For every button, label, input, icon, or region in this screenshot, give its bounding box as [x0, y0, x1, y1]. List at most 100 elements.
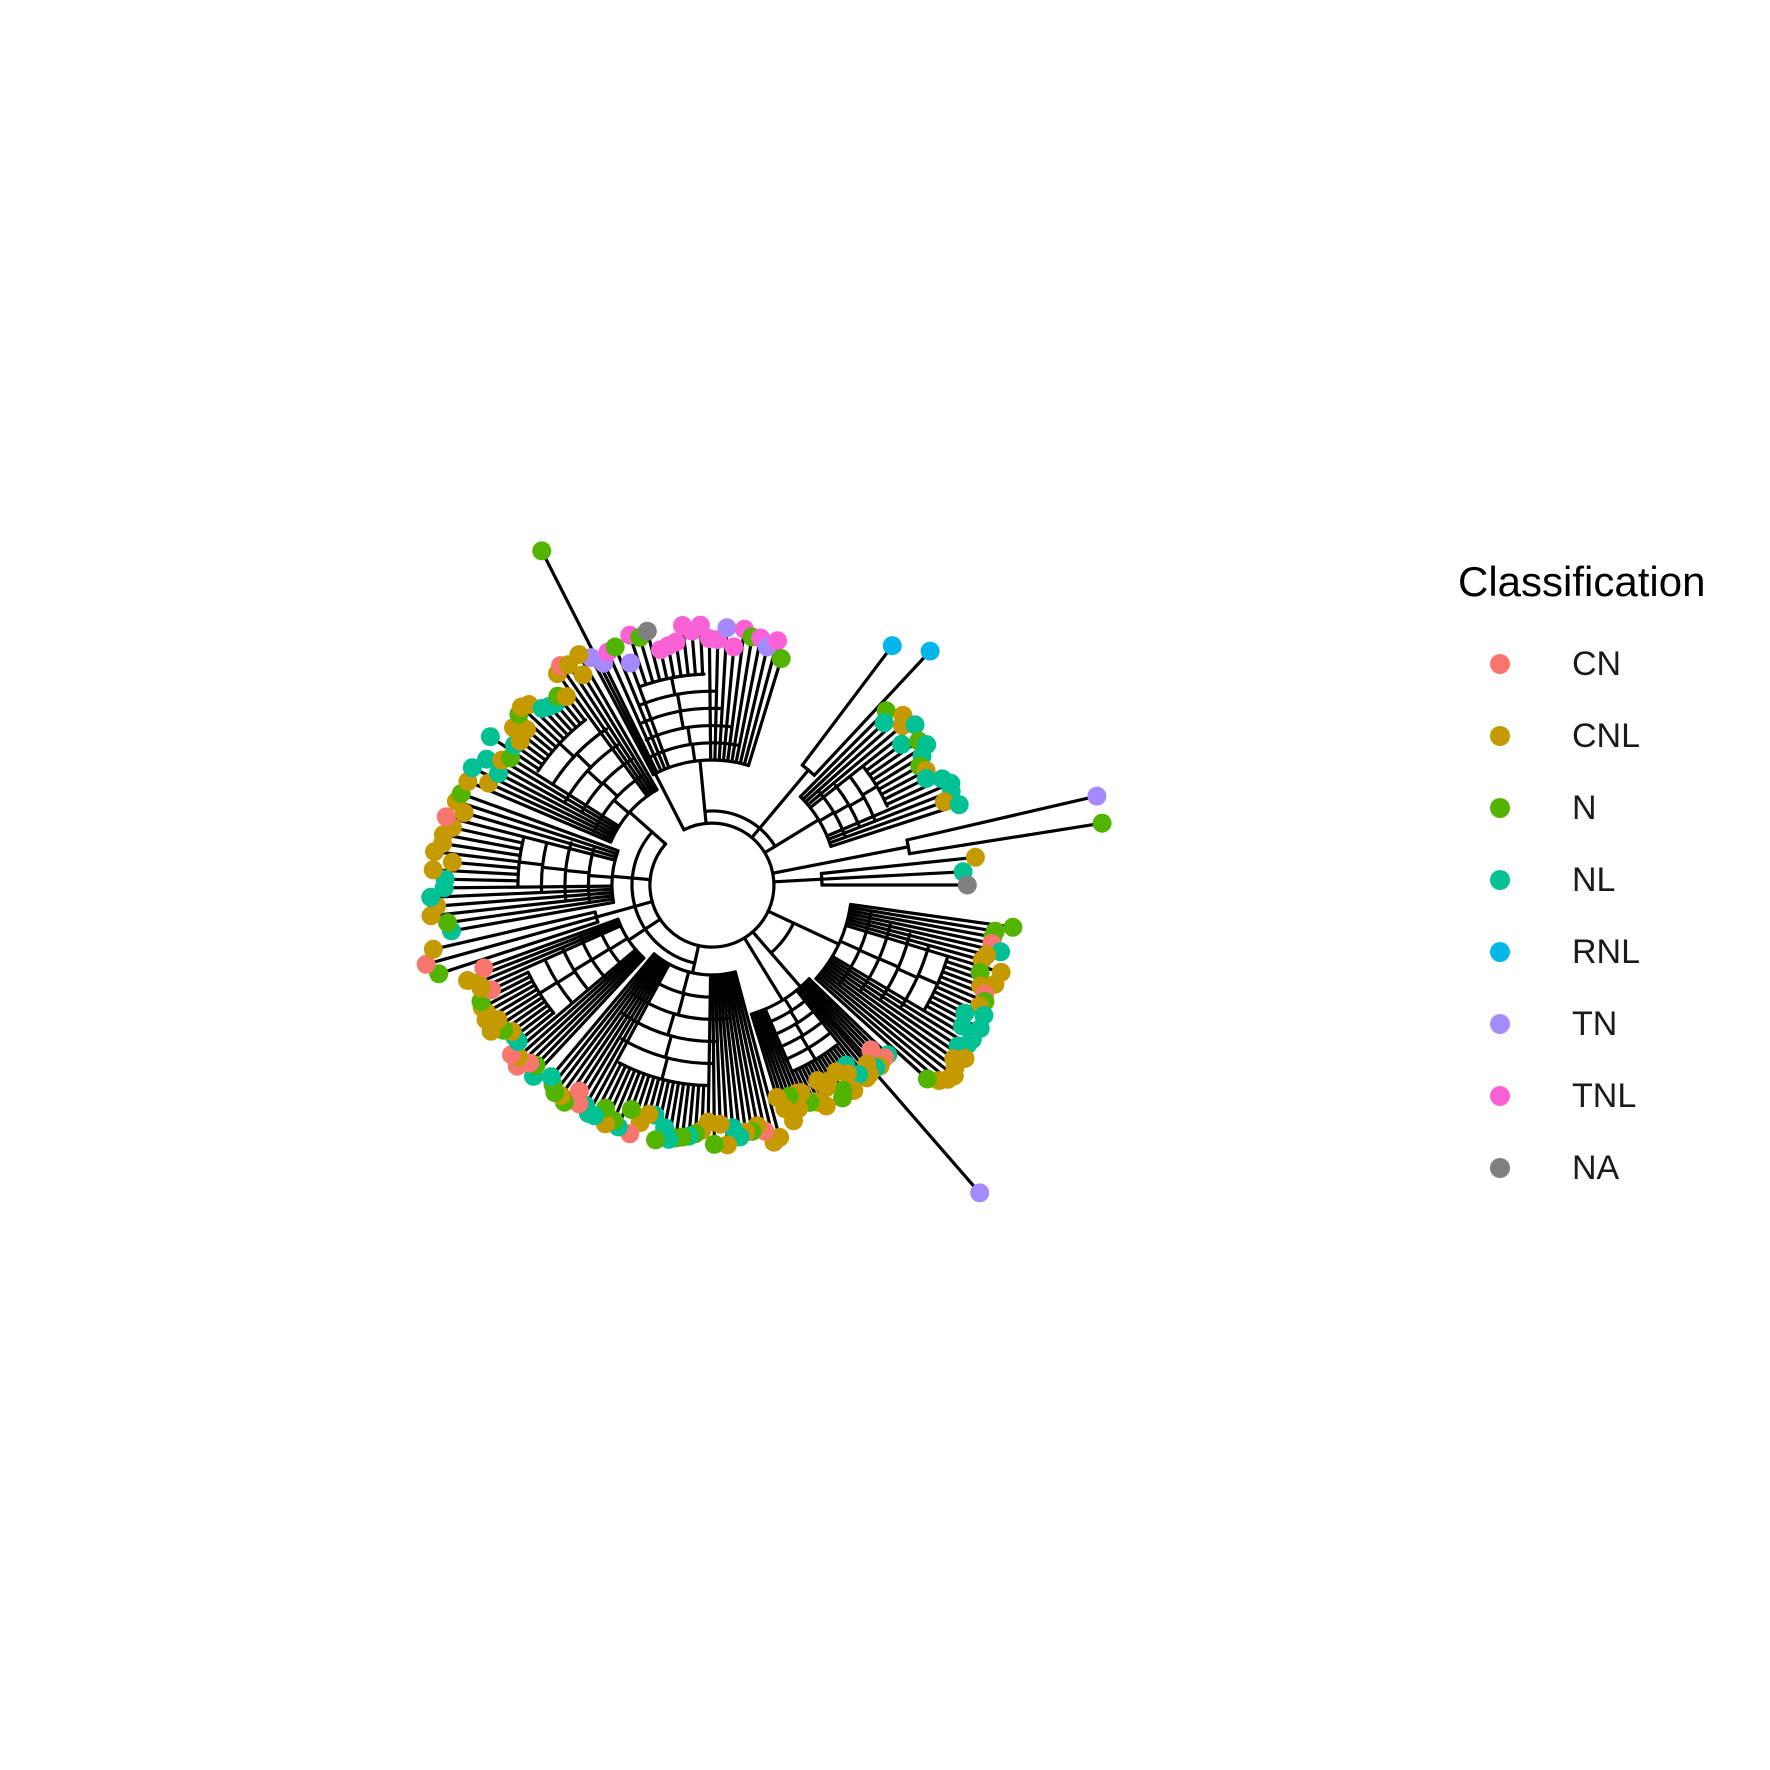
- branch: [896, 967, 919, 980]
- legend-swatch-nl: [1490, 870, 1510, 890]
- branch: [849, 902, 1015, 929]
- branch: [586, 769, 604, 786]
- branch: [756, 1010, 791, 1098]
- branch: [734, 636, 763, 764]
- tip-point-cnl: [573, 665, 593, 685]
- tip-point-cnl: [423, 860, 443, 880]
- branch: [729, 971, 767, 1133]
- tip-point-rnl: [920, 641, 940, 661]
- branch: [444, 815, 617, 862]
- branch: [663, 1034, 673, 1059]
- branch: [848, 905, 997, 933]
- branch: [824, 965, 956, 1061]
- branch: [476, 922, 622, 985]
- branch: [763, 1007, 803, 1095]
- branch: [610, 874, 652, 882]
- branch: [508, 756, 621, 828]
- tip-point-cnl: [965, 847, 985, 867]
- branch: [549, 952, 656, 1079]
- tip-point-n: [771, 649, 791, 669]
- branch: [819, 855, 977, 876]
- tip-point-cnl: [934, 792, 954, 812]
- branch: [715, 973, 730, 1147]
- tip-point-nl: [480, 727, 500, 747]
- tip-point-tnl: [666, 632, 686, 652]
- branch: [848, 909, 995, 939]
- branch: [479, 924, 623, 990]
- branch: [713, 638, 720, 762]
- branch: [515, 951, 641, 1068]
- branch: [558, 664, 652, 797]
- branch: [690, 943, 701, 975]
- branch: [454, 799, 619, 856]
- legend-label: N: [1572, 788, 1597, 827]
- branch: [583, 961, 669, 1107]
- branch: [751, 930, 829, 1019]
- branch: [562, 957, 663, 1104]
- branch: [534, 954, 644, 1067]
- tip-point-na: [637, 621, 657, 641]
- tip-point-nl: [477, 749, 497, 769]
- tip-point-cnl: [569, 645, 589, 665]
- tip-point-nl: [916, 769, 936, 788]
- branch: [516, 949, 639, 1059]
- legend-swatch-rnl: [1490, 942, 1510, 962]
- branch: [443, 877, 520, 883]
- branch: [644, 724, 734, 742]
- branch: [630, 830, 697, 965]
- branch: [846, 918, 989, 957]
- branch: [442, 884, 614, 890]
- branch: [606, 650, 663, 773]
- tip-point-cn: [569, 1081, 589, 1101]
- tip-point-nl: [541, 1067, 561, 1087]
- branch: [761, 1008, 799, 1095]
- branch: [742, 639, 780, 766]
- branch: [907, 821, 1104, 856]
- branch: [627, 917, 662, 942]
- legend-swatch-n: [1490, 798, 1510, 818]
- branch: [730, 635, 754, 764]
- tip-point-tnl: [690, 615, 710, 635]
- branch: [727, 971, 759, 1128]
- tip-point-cnl: [458, 971, 478, 990]
- legend-item-tn: TN: [1458, 988, 1705, 1060]
- branch: [742, 936, 785, 1002]
- tip-point-tnl: [724, 637, 744, 657]
- branch: [698, 759, 708, 825]
- branch: [646, 758, 686, 832]
- tip-point-nl: [874, 713, 894, 733]
- branch: [648, 821, 776, 949]
- tip-point-cnl: [556, 687, 576, 707]
- branch: [686, 725, 693, 746]
- branch: [750, 768, 810, 840]
- legend-item-rnl: RNL: [1458, 916, 1705, 988]
- branch: [763, 818, 821, 855]
- branch: [838, 939, 862, 952]
- legend-label: TNL: [1572, 1076, 1637, 1115]
- tip-point-nl: [905, 715, 925, 735]
- branch: [681, 970, 691, 995]
- branch: [538, 980, 559, 995]
- branch: [555, 970, 577, 985]
- branch: [651, 758, 751, 777]
- legend-swatch-tn: [1490, 1014, 1510, 1034]
- branch: [829, 803, 961, 848]
- branch: [731, 970, 776, 1144]
- tip-point-tn: [1087, 786, 1107, 806]
- branch: [877, 957, 901, 969]
- branch: [794, 1022, 805, 1038]
- branch: [528, 953, 642, 1065]
- branch: [608, 936, 629, 951]
- tip-point-n: [646, 1130, 665, 1150]
- tip-point-cnl: [767, 1088, 787, 1107]
- branch: [848, 775, 877, 822]
- branch: [703, 809, 777, 848]
- branch: [449, 900, 616, 933]
- branch: [577, 960, 667, 1106]
- branch: [612, 798, 631, 815]
- tip-point-n: [438, 913, 458, 933]
- branch: [539, 841, 549, 894]
- branch: [927, 999, 982, 1031]
- branch: [496, 771, 617, 836]
- branch: [829, 957, 970, 1046]
